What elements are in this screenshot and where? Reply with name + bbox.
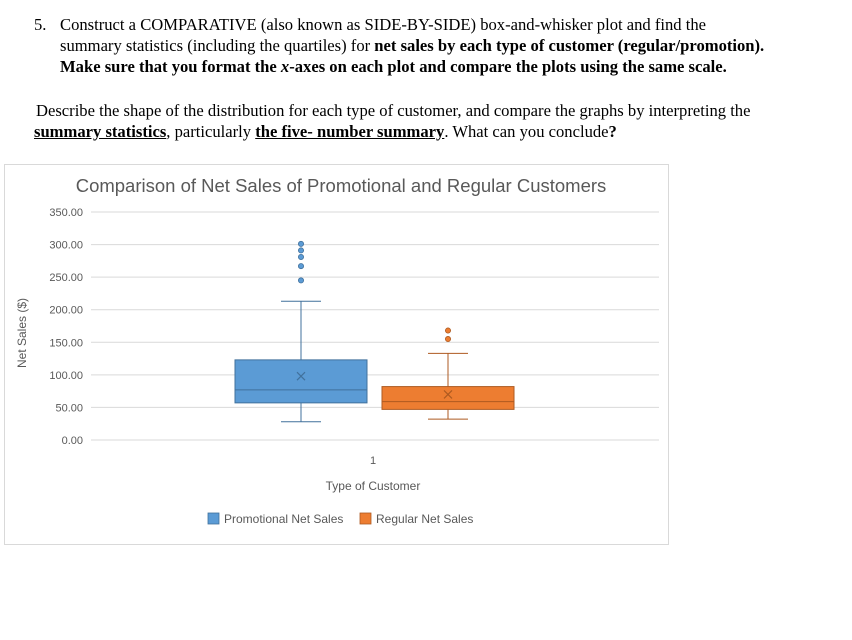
legend-swatch-promotional: [207, 512, 220, 525]
mean-marker: [296, 371, 306, 381]
x-tick-label: 1: [370, 455, 376, 467]
y-tick-label: 0.00: [62, 435, 83, 447]
chart-frame: Comparison of Net Sales of Promotional a…: [4, 164, 669, 545]
y-tick-label: 50.00: [55, 402, 83, 414]
box-regular: [381, 327, 515, 420]
legend-label-regular: Regular Net Sales: [376, 512, 473, 526]
describe-sep: , particularly: [166, 122, 256, 141]
summary-statistics-text: summary statistics: [34, 122, 167, 141]
box-promotional: [234, 240, 368, 423]
question-text-3-end: -axes on each plot and compare the plots…: [289, 57, 727, 76]
box-plot-chart: Comparison of Net Sales of Promotional a…: [15, 175, 659, 526]
question-text-3-italic: x: [280, 57, 290, 76]
y-tick-label: 350.00: [49, 207, 83, 219]
question-text-3: Make sure that you format the: [60, 57, 281, 76]
chart-title: Comparison of Net Sales of Promotional a…: [76, 175, 607, 196]
five-number-summary-text: the five- number summary: [255, 122, 445, 141]
y-tick-label: 100.00: [49, 370, 83, 382]
outlier-point: [444, 327, 451, 334]
legend-swatch-regular: [359, 512, 372, 525]
y-tick-label: 200.00: [49, 305, 83, 317]
legend: Promotional Net Sales Regular Net Sales: [207, 512, 473, 526]
y-tick-label: 300.00: [49, 240, 83, 252]
y-tick-label: 150.00: [49, 337, 83, 349]
question-line-1: 5. Construct a COMPARATIVE (also known as…: [34, 14, 844, 35]
outlier-point: [297, 277, 304, 284]
question-block: 5. Construct a COMPARATIVE (also known as…: [34, 14, 844, 77]
iqr-box: [234, 359, 368, 404]
outlier-point: [297, 253, 304, 260]
y-axis-label: Net Sales ($): [15, 298, 29, 368]
describe-line-2: summary statistics, particularly the fiv…: [34, 121, 844, 142]
describe-question-mark: ?: [608, 122, 617, 141]
outlier-point: [444, 336, 451, 343]
question-text-2: summary statistics (including the quarti…: [60, 36, 375, 55]
x-axis-label: Type of Customer: [326, 479, 421, 493]
describe-block: Describe the shape of the distribution f…: [34, 100, 844, 142]
outlier-point: [297, 247, 304, 254]
question-line-2: summary statistics (including the quarti…: [34, 35, 844, 56]
y-tick-labels: 0.00 50.00 100.00 150.00 200.00 250.00 300.00 3…: [49, 207, 83, 447]
outlier-point: [297, 263, 304, 270]
iqr-box: [381, 386, 515, 410]
question-line-3: Make sure that you format the x-axes on …: [34, 56, 844, 77]
box-layer: [234, 240, 515, 423]
describe-line-1: Describe the shape of the distribution f…: [36, 101, 751, 120]
mean-marker: [443, 389, 453, 399]
question-text-2-bold: net sales by each type of customer (regu…: [374, 36, 765, 55]
outlier-point: [297, 240, 304, 247]
question-number: 5.: [34, 15, 47, 34]
legend-label-promotional: Promotional Net Sales: [224, 512, 343, 526]
question-text-1: Construct a COMPARATIVE (also known as S…: [60, 15, 707, 34]
grid-layer: [91, 211, 659, 441]
describe-end: . What can you conclude: [444, 122, 609, 141]
y-tick-label: 250.00: [49, 272, 83, 284]
